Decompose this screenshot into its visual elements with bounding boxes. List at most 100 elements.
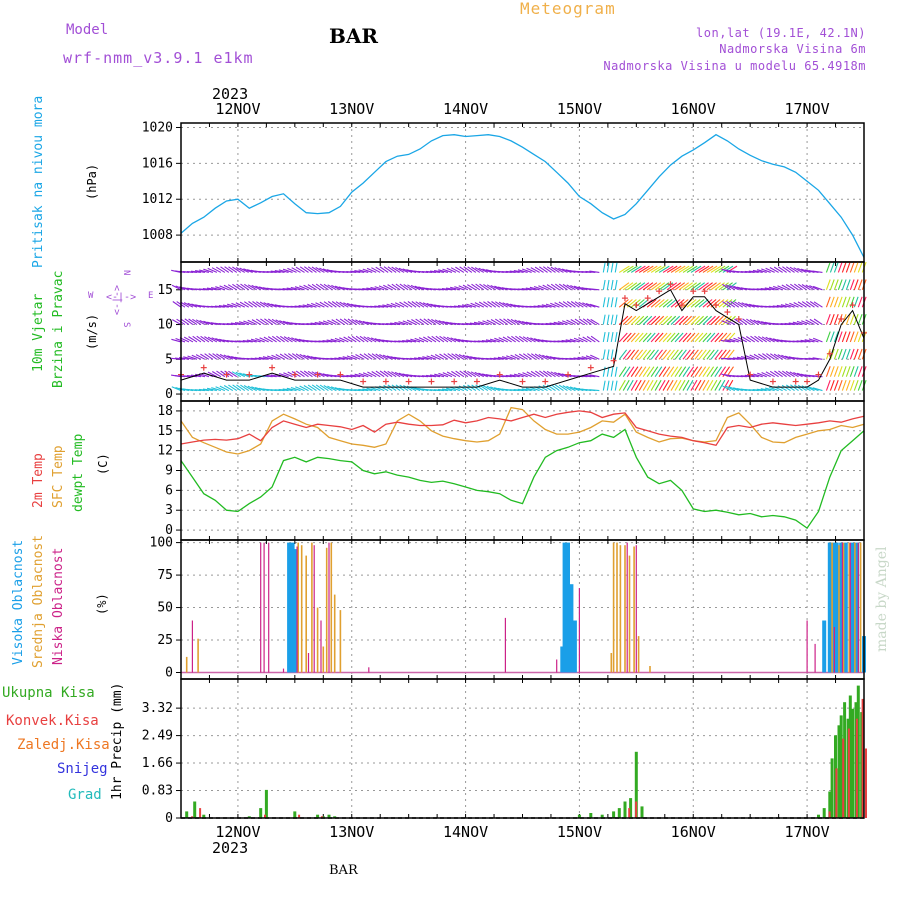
wind-barb: [267, 302, 277, 308]
wind-barb: [765, 267, 775, 273]
mid-cloud-bar: [838, 545, 840, 673]
wind-barb: [299, 353, 309, 360]
wind-barb: [475, 384, 485, 392]
wind-barb: [533, 338, 544, 343]
mid-cloud-bar: [619, 545, 622, 673]
wind-barb: [498, 301, 508, 308]
high-cloud-bar: [569, 584, 574, 673]
wind-barb: [837, 366, 843, 377]
wind-barb: [251, 284, 261, 291]
wind-barb: [248, 301, 258, 308]
wind-barb: [662, 366, 671, 377]
wind-barb: [491, 301, 501, 308]
wind-barb: [255, 301, 265, 308]
wind-barb: [370, 286, 381, 291]
wind-barb: [585, 355, 596, 360]
wind-barb: [602, 349, 606, 360]
wind-barb: [299, 266, 309, 273]
wind-barb: [339, 337, 349, 343]
wind-barb: [845, 331, 851, 343]
high-cloud-bar: [850, 542, 855, 673]
wind-barb: [202, 288, 213, 291]
wind-barb: [784, 355, 795, 360]
wind-barb: [379, 354, 389, 360]
wind-barb: [785, 384, 795, 392]
wind-barb: [698, 332, 708, 343]
wind-barb: [342, 356, 353, 360]
wind-barb: [622, 349, 632, 360]
wind-barb: [837, 261, 843, 273]
wind-barb: [634, 379, 642, 391]
wind-barb: [439, 335, 449, 343]
wind-barb: [554, 283, 564, 291]
wind-barb: [674, 379, 682, 391]
wind-barb: [622, 332, 632, 343]
wind-barb: [586, 336, 596, 343]
wind-barb: [654, 282, 666, 291]
wind-barb: [630, 282, 642, 291]
wind-barb: [255, 337, 265, 343]
wind-barb: [766, 353, 775, 360]
wind-barb: [614, 314, 618, 325]
wind-barb: [331, 284, 341, 291]
mid-cloud-bar: [300, 545, 303, 673]
wind-barb: [270, 270, 281, 273]
wind-barb: [502, 336, 512, 343]
wind-barb: [358, 388, 369, 392]
wind-barb: [375, 353, 385, 360]
wind-barb: [666, 265, 678, 273]
wind-barb: [212, 371, 222, 378]
wind-barb: [857, 366, 863, 377]
wind-barb: [793, 267, 803, 273]
wind-barb: [318, 321, 329, 326]
precip-bar: [842, 738, 845, 818]
wind-barb: [610, 380, 614, 391]
wind-barb: [407, 301, 417, 308]
wind-barb: [378, 285, 389, 291]
wind-barb: [474, 371, 485, 378]
wind-barb: [471, 384, 481, 392]
wind-barb: [733, 337, 743, 343]
wind-barb: [738, 318, 748, 326]
precip-bar: [629, 798, 633, 818]
wind-barb: [686, 366, 695, 377]
wind-barb: [382, 304, 393, 308]
wind-barb: [686, 315, 696, 325]
wind-barb: [240, 384, 250, 392]
wind-barb: [220, 370, 230, 378]
wind-barb: [188, 336, 198, 343]
wind-barb: [387, 266, 397, 273]
y-tick-label: 75: [157, 568, 173, 583]
bottom-date-tick: 14NOV: [443, 823, 488, 841]
pressure-unit: (hPa): [85, 164, 99, 200]
wind-barb: [698, 349, 707, 360]
wind-barb: [666, 366, 675, 377]
wind-barb: [425, 270, 437, 273]
wind-barb: [447, 353, 457, 360]
wind-barb: [501, 356, 512, 360]
mid-cloud-bar: [848, 542, 850, 673]
wind-barb: [283, 353, 293, 360]
wind-barb: [315, 267, 325, 273]
wind-barb: [467, 370, 477, 378]
wind-barb: [383, 284, 393, 291]
wind-barb: [757, 335, 767, 343]
wind-barb: [813, 301, 823, 308]
wind-barb: [387, 370, 397, 378]
wind-barb: [310, 322, 321, 326]
wind-barb: [853, 279, 859, 290]
precip-bar: [828, 811, 831, 818]
wind-barb: [602, 262, 606, 273]
wind-barb: [590, 335, 600, 343]
y-tick-label: 1020: [142, 120, 173, 135]
precip-bar: [635, 801, 638, 818]
wind-barb: [801, 301, 811, 308]
wind-barb: [310, 302, 321, 308]
wind-barb: [458, 285, 469, 291]
wind-barb: [414, 285, 425, 291]
wind-barb: [829, 366, 835, 377]
wind-barb: [446, 336, 457, 343]
precip-bar: [822, 808, 826, 818]
wind-barb: [474, 267, 485, 273]
wind-barb: [702, 299, 713, 308]
